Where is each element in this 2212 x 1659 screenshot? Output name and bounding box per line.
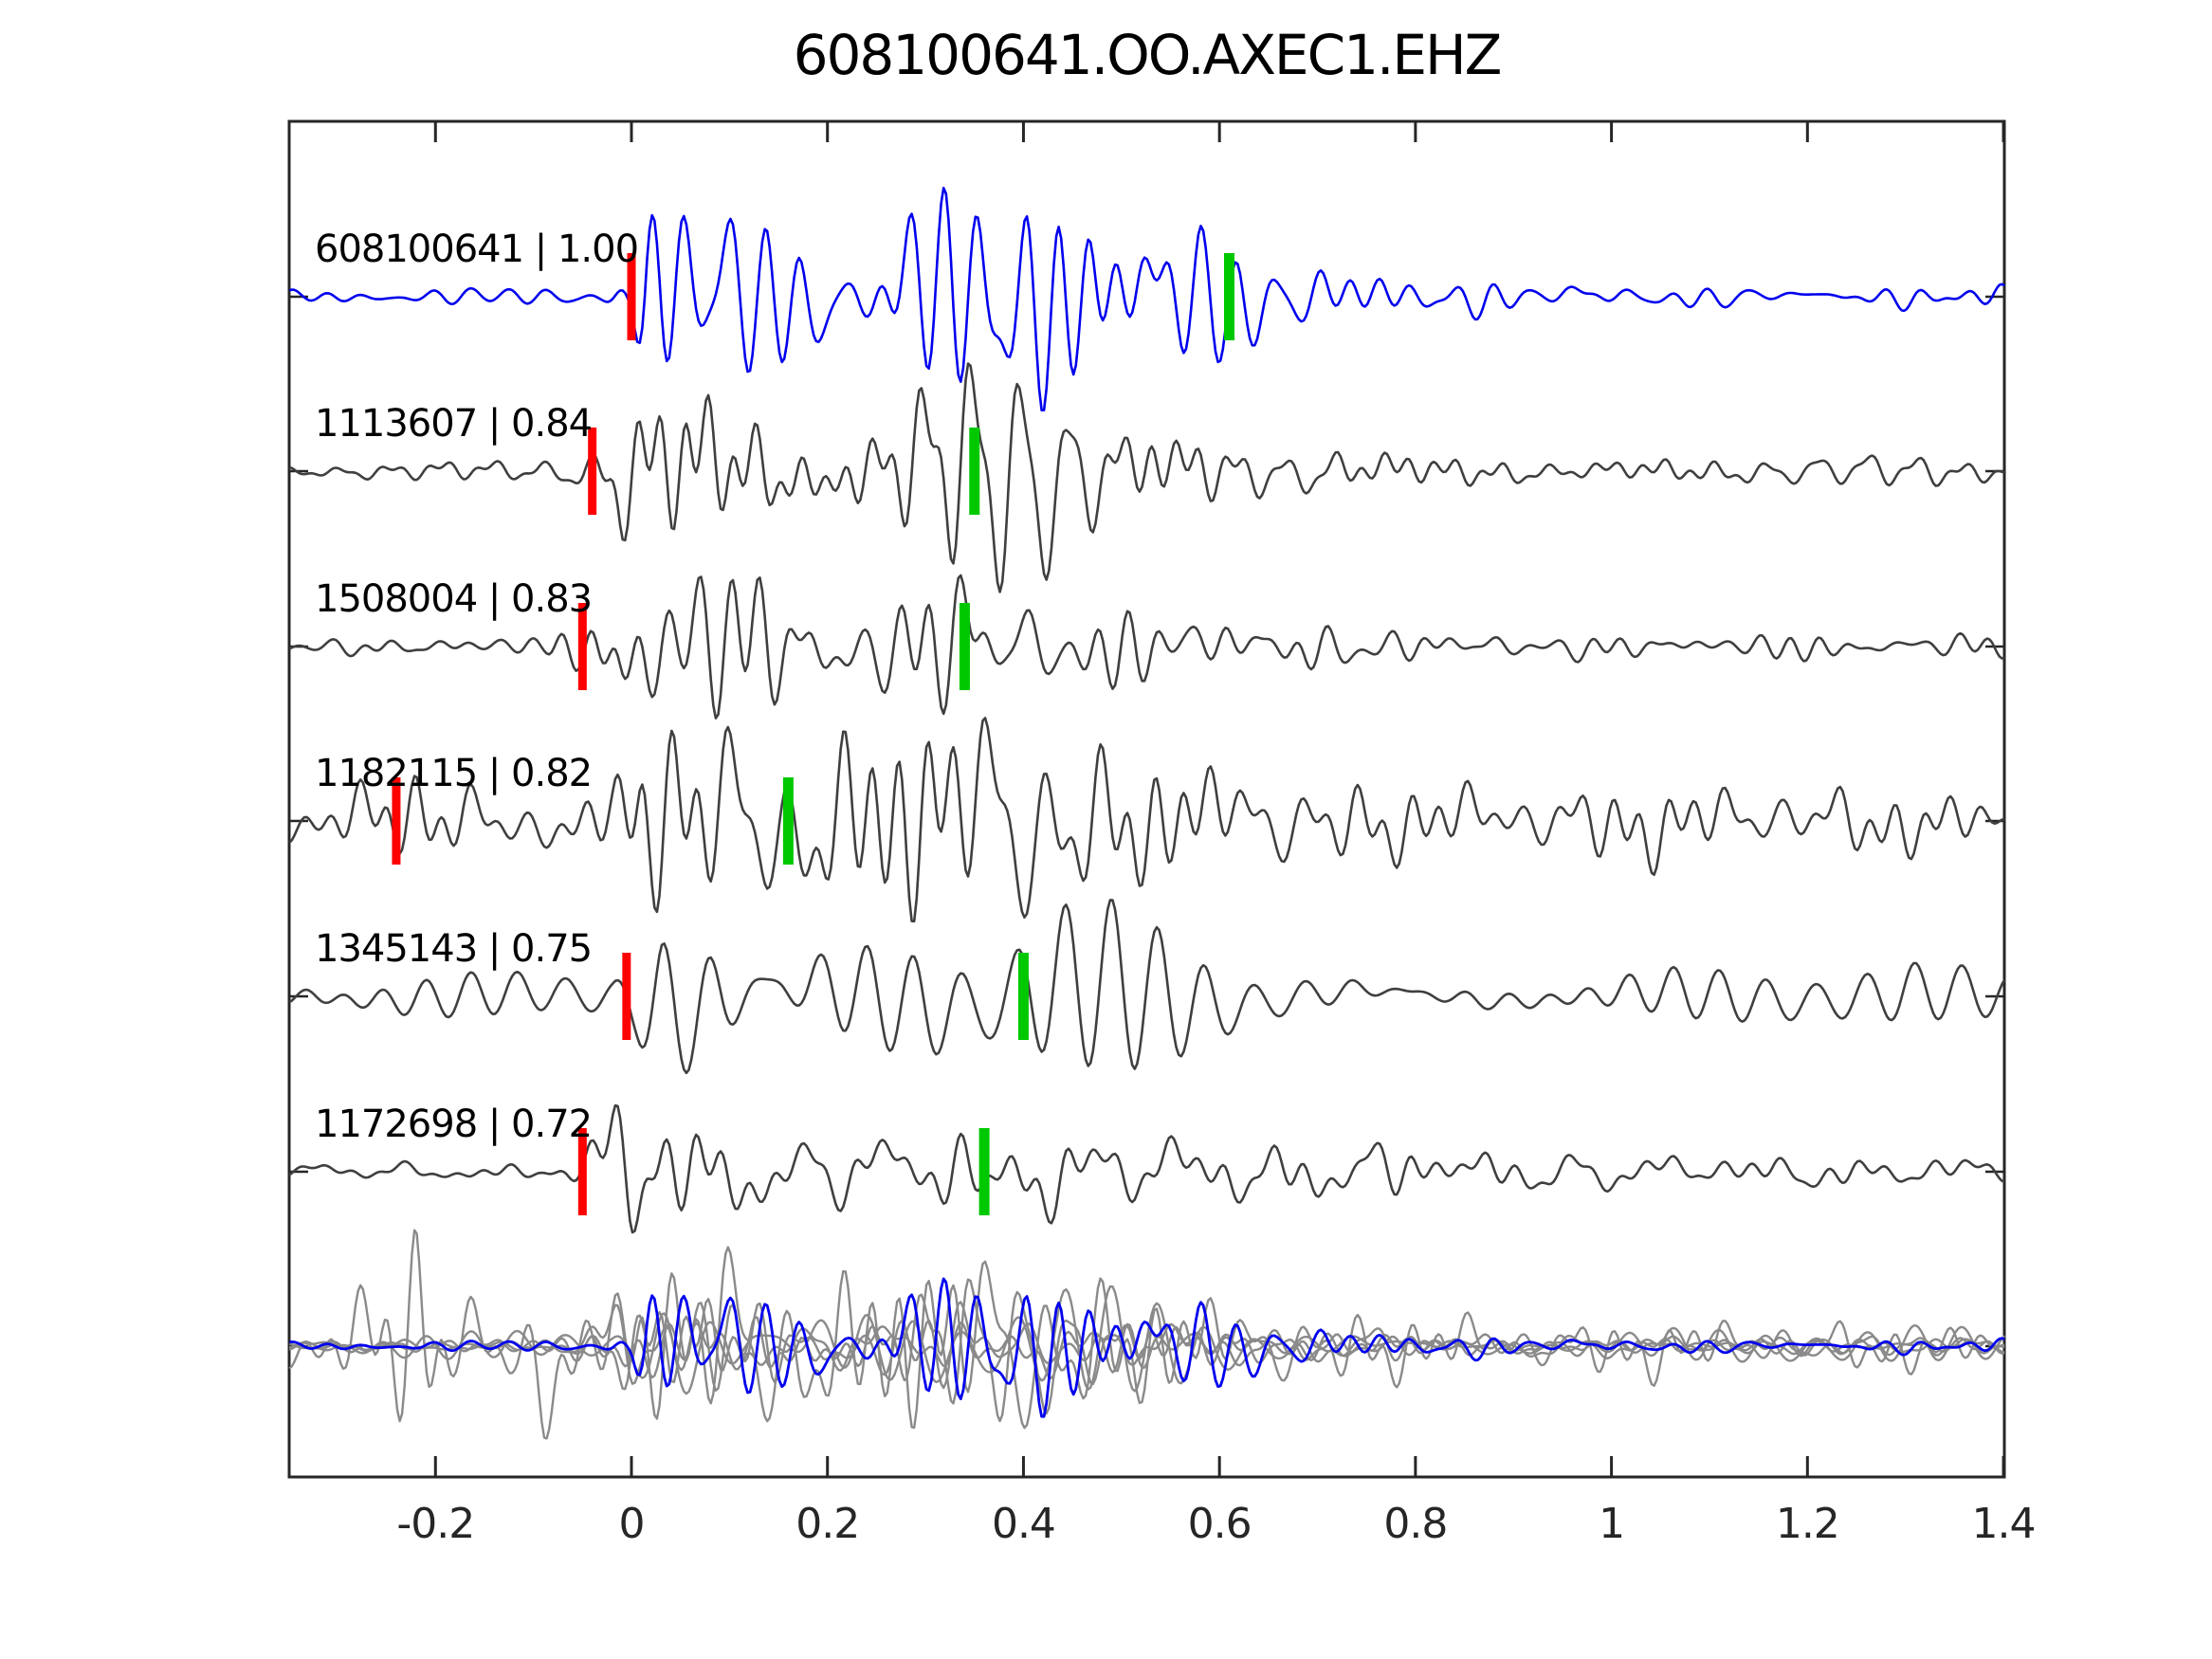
trace-label-1182115: 1182115 | 0.82: [315, 752, 593, 795]
x-tick-label: 0: [618, 1500, 646, 1548]
trace-waveform-608100641: [288, 187, 2005, 411]
green-pick-marker-1113607: [969, 428, 980, 515]
overlay-detection-waveform-1345143: [288, 1285, 2005, 1395]
trace-waveform-1182115: [288, 717, 2005, 923]
x-tick-label: 0.2: [795, 1500, 860, 1548]
red-pick-marker-1172698: [577, 1128, 587, 1215]
x-tick-label: 1: [1599, 1500, 1625, 1548]
overlay-template-waveform: [289, 1277, 2005, 1418]
green-pick-marker-1172698: [978, 1128, 990, 1215]
x-tick-label: 0.4: [991, 1500, 1056, 1548]
green-pick-marker-1508004: [959, 603, 970, 690]
trace-label-608100641: 608100641 | 1.00: [315, 228, 639, 271]
trace-waveform-1113607: [288, 362, 2005, 593]
trace-waveform-1172698: [288, 1103, 2005, 1234]
x-tick-label: 0.6: [1187, 1500, 1252, 1548]
red-pick-marker-1345143: [622, 953, 631, 1040]
trace-label-1113607: 1113607 | 0.84: [315, 402, 593, 446]
green-pick-marker-1182115: [782, 777, 794, 865]
red-pick-marker-1508004: [577, 603, 587, 690]
red-pick-marker-1113607: [588, 428, 597, 515]
page-title: 608100641.OO.AXEC1.EHZ: [793, 23, 1503, 87]
green-pick-marker-1345143: [1017, 953, 1029, 1040]
overlay-detection-waveform-1172698: [288, 1304, 2005, 1385]
trace-waveform-1345143: [288, 899, 2006, 1075]
red-pick-marker-1182115: [392, 777, 401, 865]
trace-label-1172698: 1172698 | 0.72: [315, 1103, 593, 1146]
trace-waveform-1508004: [288, 574, 2005, 720]
trace-label-1345143: 1345143 | 0.75: [315, 927, 593, 971]
plot-border: [287, 119, 2006, 1479]
green-pick-marker-608100641: [1223, 253, 1234, 340]
x-tick-label: 1.2: [1775, 1500, 1840, 1548]
x-tick-label: 0.8: [1383, 1500, 1448, 1548]
x-tick-label: 1.4: [1971, 1500, 2037, 1548]
x-tick-label: -0.2: [396, 1500, 475, 1548]
trace-label-1508004: 1508004 | 0.83: [315, 577, 593, 621]
red-pick-marker-608100641: [627, 253, 636, 340]
